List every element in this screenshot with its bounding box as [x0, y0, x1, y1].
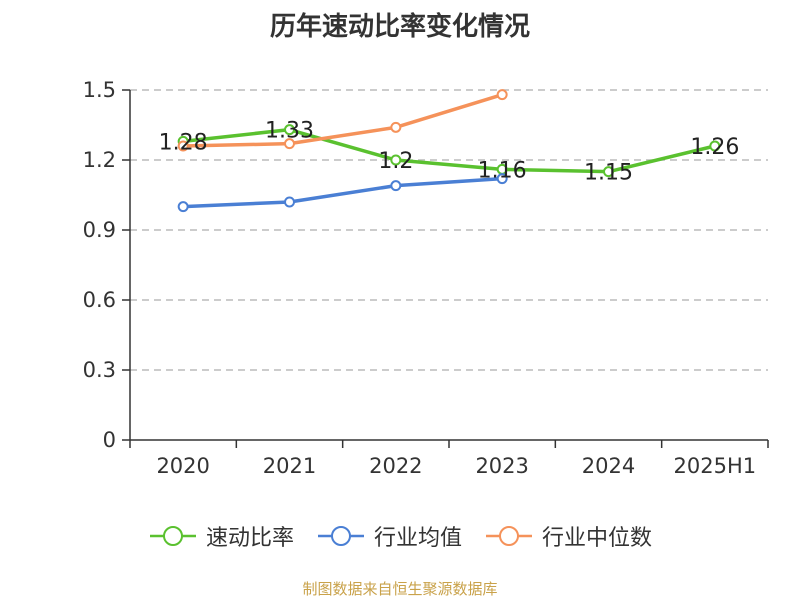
- source-note: 制图数据来自恒生聚源数据库: [302, 580, 498, 598]
- x-tick-label: 2022: [369, 454, 422, 478]
- series-line-2: [183, 92, 503, 148]
- data-point: [390, 180, 402, 192]
- data-point: [177, 201, 189, 213]
- x-tick-label: 2025H1: [674, 454, 757, 478]
- data-label: 1.2: [378, 149, 413, 174]
- legend-label: 速动比率: [205, 526, 294, 551]
- x-tick-label: 2023: [475, 454, 528, 478]
- data-point: [390, 154, 402, 166]
- series-line-0: [182, 127, 716, 174]
- legend-swatch-marker: [330, 526, 351, 546]
- data-point: [496, 173, 508, 185]
- x-tick-label: 2024: [582, 454, 635, 478]
- legend-swatch-icon: [486, 526, 532, 546]
- legend-item[interactable]: 速动比率: [148, 520, 294, 552]
- data-point: [284, 138, 295, 150]
- y-tick-label: 0: [103, 428, 116, 452]
- data-label: 1.28: [159, 130, 208, 155]
- y-tick-label: 1.5: [83, 78, 116, 102]
- data-point: [496, 89, 508, 101]
- y-tick-label: 0.6: [83, 288, 116, 312]
- data-point: [603, 166, 614, 178]
- data-point: [177, 140, 189, 152]
- data-point: [390, 121, 402, 133]
- x-tick-label: 2021: [263, 454, 316, 478]
- data-label: 1.15: [584, 161, 633, 186]
- legend-label: 行业均值: [373, 526, 462, 551]
- data-label: 1.26: [690, 135, 739, 160]
- data-point: [284, 124, 295, 136]
- legend-swatch-icon: [149, 526, 196, 546]
- legend-swatch-icon: [317, 526, 364, 546]
- data-point: [709, 140, 721, 152]
- axes: 0 0.3 0.6 0.9 1.2 1.5 2020 2021 2022 2023 2024 2025…: [83, 78, 769, 478]
- data-point: [284, 196, 295, 208]
- data-label: 1.33: [265, 119, 314, 144]
- data-labels: 1.28 1.33 1.2 1.16 1.15 1.26: [159, 119, 740, 186]
- chart-title: 历年速动比率变化情况: [269, 12, 530, 42]
- y-tick-label: 0.9: [83, 218, 116, 242]
- data-label: 1.16: [478, 158, 527, 183]
- legend-item[interactable]: 行业中位数: [484, 520, 652, 552]
- series-lines: [177, 89, 721, 213]
- y-tick-label: 0.3: [83, 358, 116, 382]
- series-line-1: [183, 176, 503, 209]
- legend-swatch-marker: [499, 526, 519, 546]
- legend-label: 行业中位数: [542, 526, 653, 551]
- y-tick-label: 1.2: [83, 148, 116, 172]
- legend-item[interactable]: 行业均值: [316, 520, 462, 552]
- x-tick-label: 2020: [156, 454, 209, 478]
- grid-lines: [130, 89, 768, 371]
- legend-swatch-marker: [162, 526, 183, 546]
- legend: 速动比率 行业均值 行业中位数: [0, 520, 800, 552]
